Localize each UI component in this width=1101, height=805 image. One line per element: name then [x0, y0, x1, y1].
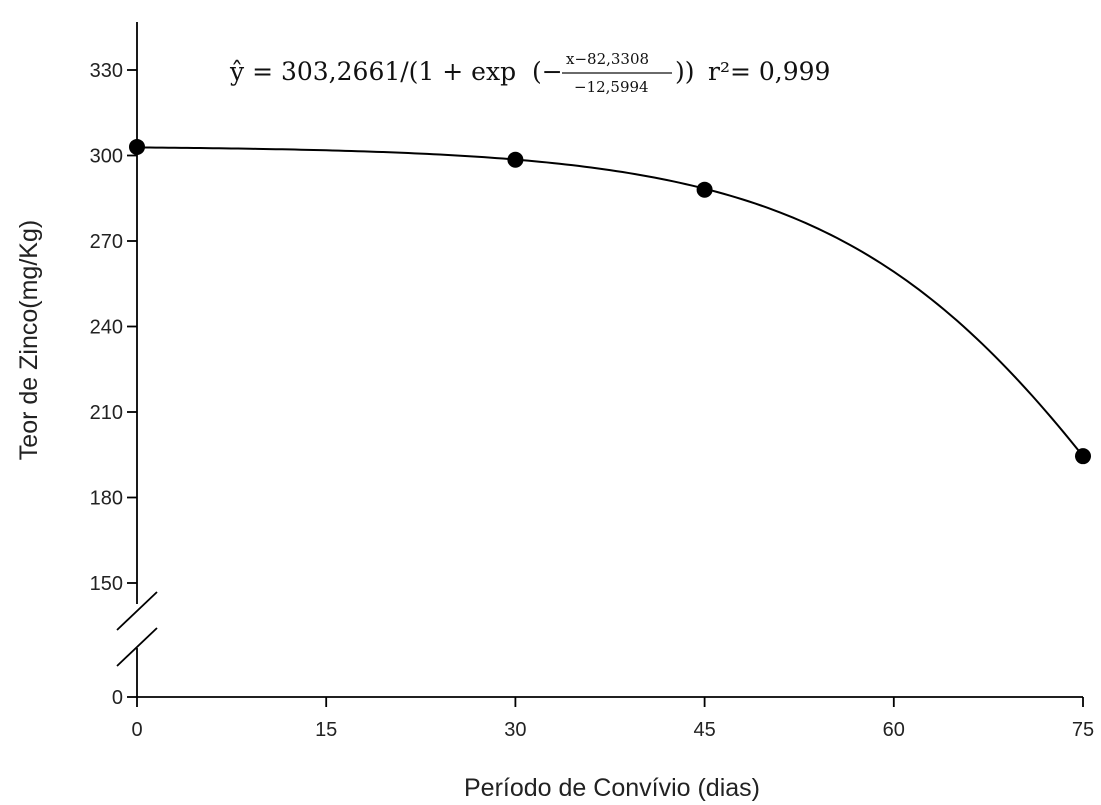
- y-tick-label: 240: [90, 317, 123, 339]
- data-point: [1075, 448, 1091, 465]
- axis-break-mark-lower: [116, 627, 158, 667]
- equation-lhs: ŷ = 303,2661/(1 + exp: [229, 57, 516, 86]
- y-tick-label: 330: [90, 60, 123, 82]
- equation-annotation: ŷ = 303,2661/(1 + exp (− x−82,3308 −12,5…: [229, 50, 830, 96]
- equation-open-paren: (−: [532, 57, 563, 86]
- equation-denominator: −12,5994: [574, 78, 649, 96]
- x-tick-label: 45: [693, 719, 715, 741]
- y-tick-label: 300: [90, 146, 123, 168]
- equation-close-paren: )): [675, 57, 695, 86]
- equation-numerator: x−82,3308: [566, 50, 649, 68]
- x-ticks: 0 15 30 45 60 75: [131, 697, 1094, 741]
- x-tick-label: 0: [131, 719, 142, 741]
- x-tick-label: 60: [883, 719, 905, 741]
- y-tick-label: 180: [90, 488, 123, 510]
- x-tick-label: 30: [504, 719, 526, 741]
- y-ticks: 0 150 180 210 240 270 300 330: [90, 60, 137, 709]
- fit-curve: [136, 146, 1084, 457]
- equation-r2: r²= 0,999: [708, 57, 830, 86]
- y-tick-label: 0: [112, 687, 123, 709]
- y-tick-label: 210: [90, 402, 123, 424]
- y-axis-title: Teor de Zinco(mg/Kg): [15, 220, 43, 460]
- x-tick-label: 75: [1072, 719, 1094, 741]
- data-points: [129, 138, 1091, 465]
- x-axis-title: Período de Convívio (dias): [464, 774, 760, 802]
- y-tick-label: 150: [90, 573, 123, 595]
- y-tick-label: 270: [90, 231, 123, 253]
- data-point: [129, 138, 145, 155]
- axis-break-mark-upper: [116, 591, 158, 631]
- x-tick-label: 15: [315, 719, 337, 741]
- data-point: [507, 151, 524, 168]
- data-point: [696, 181, 713, 198]
